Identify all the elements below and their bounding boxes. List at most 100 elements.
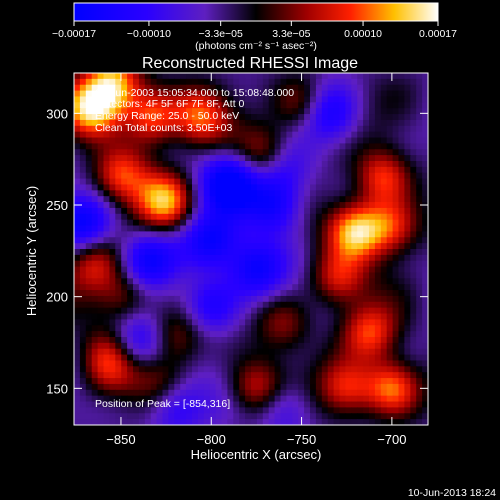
heatmap-cell (150, 331, 158, 338)
heatmap-cell (292, 378, 299, 385)
heatmap-cell (298, 231, 305, 238)
heatmap-cell (233, 301, 240, 309)
heatmap-cell (103, 354, 111, 362)
heatmap-cell (239, 419, 246, 425)
heatmap-cell (374, 114, 382, 121)
heatmap-cell (168, 278, 175, 285)
heatmap-cell (274, 119, 282, 127)
heatmap-cell (150, 284, 158, 291)
heatmap-cell (304, 301, 311, 309)
heatmap-cell (180, 360, 187, 368)
heatmap-cell (97, 325, 105, 332)
heatmap-cell (186, 313, 193, 321)
heatmap-cell (227, 131, 234, 139)
heatmap-cell (180, 172, 187, 180)
heatmap-cell (209, 84, 217, 92)
heatmap-cell (144, 78, 152, 86)
heatmap-cell (209, 243, 217, 250)
heatmap-cell (268, 278, 276, 285)
heatmap-cell (369, 149, 376, 156)
heatmap-cell (286, 372, 293, 379)
heatmap-cell (422, 413, 428, 420)
heatmap-cell (398, 331, 406, 338)
heatmap-cell (262, 301, 270, 309)
heatmap-cell (91, 149, 99, 156)
heatmap-cell (215, 301, 223, 309)
heatmap-cell (333, 243, 341, 250)
heatmap-cell (74, 395, 81, 403)
heatmap-cell (174, 348, 181, 356)
heatmap-cell (274, 243, 282, 250)
heatmap-cell (416, 278, 423, 285)
heatmap-cell (209, 295, 217, 303)
heatmap-cell (292, 284, 299, 291)
heatmap-cell (245, 419, 252, 425)
heatmap-cell (274, 102, 282, 109)
heatmap-cell (209, 131, 217, 139)
heatmap-cell (369, 301, 376, 309)
heatmap-cell (286, 172, 293, 180)
heatmap-cell (327, 366, 335, 373)
heatmap-cell (363, 237, 370, 244)
heatmap-cell (221, 290, 229, 297)
heatmap-cell (133, 219, 140, 227)
heatmap-cell (109, 278, 116, 285)
heatmap-cell (233, 131, 240, 139)
heatmap-cell (203, 354, 211, 362)
heatmap-cell (286, 225, 293, 233)
heatmap-cell (274, 401, 282, 409)
heatmap-cell (162, 348, 170, 356)
heatmap-cell (251, 395, 258, 403)
heatmap-cell (133, 325, 140, 332)
heatmap-cell (392, 231, 400, 238)
heatmap-cell (315, 260, 323, 268)
heatmap-cell (138, 413, 146, 420)
heatmap-cell (410, 366, 417, 373)
heatmap-cell (74, 266, 81, 274)
heatmap-cell (239, 354, 246, 362)
heatmap-cell (292, 366, 299, 373)
heatmap-cell (233, 295, 240, 303)
heatmap-cell (91, 119, 99, 127)
heatmap-cell (268, 73, 276, 80)
heatmap-cell (304, 366, 311, 373)
heatmap-cell (410, 325, 417, 332)
heatmap-cell (180, 383, 187, 391)
heatmap-cell (203, 119, 211, 127)
heatmap-cell (398, 137, 406, 145)
heatmap-cell (74, 96, 81, 104)
heatmap-cell (245, 149, 252, 156)
heatmap-cell (168, 401, 175, 409)
heatmap-cell (315, 155, 323, 162)
heatmap-cell (404, 196, 411, 203)
heatmap-cell (256, 172, 264, 180)
heatmap-cell (416, 395, 423, 403)
heatmap-cell (380, 137, 388, 145)
heatmap-cell (274, 213, 282, 221)
heatmap-cell (351, 301, 358, 309)
heatmap-cell (162, 207, 170, 215)
heatmap-cell (144, 196, 152, 203)
heatmap-cell (304, 207, 311, 215)
heatmap-cell (197, 225, 205, 233)
heatmap-cell (127, 389, 134, 397)
heatmap-cell (369, 137, 376, 145)
heatmap-cell (91, 237, 99, 244)
heatmap-cell (245, 325, 252, 332)
heatmap-cell (156, 260, 164, 268)
heatmap-cell (410, 237, 417, 244)
heatmap-cell (150, 73, 158, 80)
heatmap-cell (310, 307, 317, 315)
heatmap-cell (180, 325, 187, 332)
heatmap-cell (115, 166, 122, 174)
heatmap-cell (380, 143, 388, 150)
heatmap-cell (416, 125, 423, 133)
heatmap-cell (138, 143, 146, 150)
heatmap-cell (315, 290, 323, 297)
heatmap-cell (174, 395, 181, 403)
heatmap-cell (410, 119, 417, 127)
heatmap-cell (168, 161, 175, 168)
heatmap-cell (79, 108, 87, 115)
heatmap-cell (380, 225, 388, 233)
heatmap-cell (209, 114, 217, 121)
